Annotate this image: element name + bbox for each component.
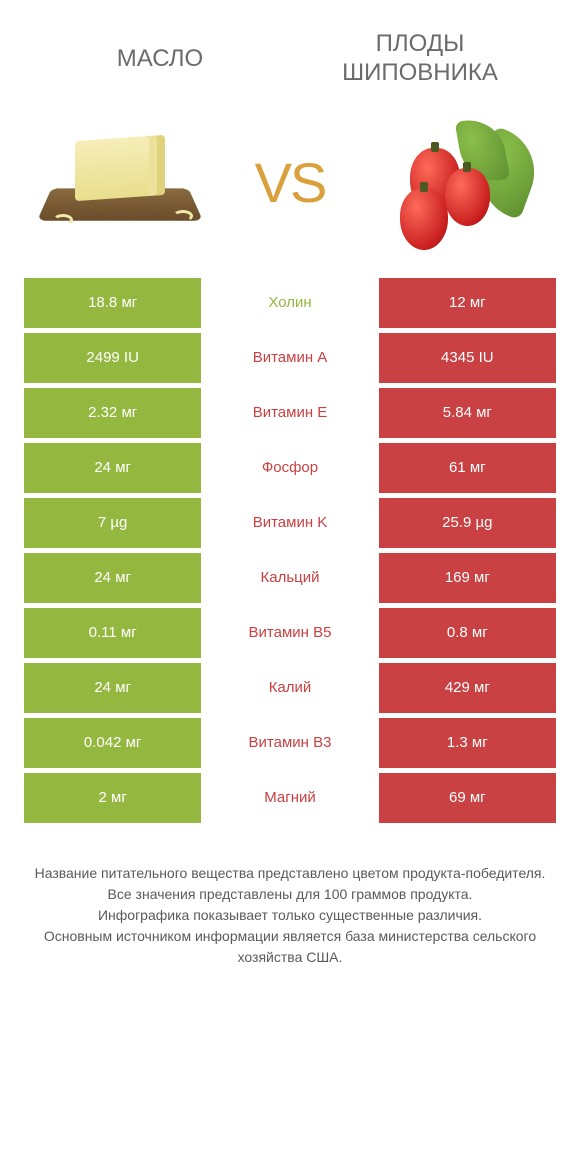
table-row: 2.32 мгВитамин E5.84 мг — [24, 388, 556, 438]
table-row: 24 мгКальций169 мг — [24, 553, 556, 603]
nutrient-label-cell: Холин — [201, 278, 378, 328]
right-value-cell: 169 мг — [379, 553, 556, 603]
right-value-cell: 429 мг — [379, 663, 556, 713]
nutrient-label-cell: Витамин B3 — [201, 718, 378, 768]
nutrient-label-cell: Фосфор — [201, 443, 378, 493]
table-row: 0.042 мгВитамин B31.3 мг — [24, 718, 556, 768]
right-title-line1: ПЛОДЫ — [376, 30, 465, 57]
right-title-line2: ШИПОВНИКА — [342, 59, 498, 86]
table-row: 2 мгМагний69 мг — [24, 773, 556, 823]
table-row: 18.8 мгХолин12 мг — [24, 278, 556, 328]
nutrient-label-cell: Витамин E — [201, 388, 378, 438]
right-value-cell: 5.84 мг — [379, 388, 556, 438]
right-value-cell: 25.9 µg — [379, 498, 556, 548]
footer-notes: Название питательного вещества представл… — [0, 828, 580, 968]
footer-line: Основным источником информации является … — [30, 926, 550, 968]
left-value-cell: 7 µg — [24, 498, 201, 548]
header-row: МАСЛО ПЛОДЫ ШИПОВНИКА — [0, 0, 580, 98]
nutrient-label-cell: Калий — [201, 663, 378, 713]
table-row: 7 µgВитамин K25.9 µg — [24, 498, 556, 548]
table-row: 0.11 мгВитамин B50.8 мг — [24, 608, 556, 658]
right-product-image — [370, 108, 550, 258]
table-row: 24 мгФосфор61 мг — [24, 443, 556, 493]
left-value-cell: 0.11 мг — [24, 608, 201, 658]
footer-line: Инфографика показывает только существенн… — [30, 905, 550, 926]
right-value-cell: 0.8 мг — [379, 608, 556, 658]
table-row: 2499 IUВитамин A4345 IU — [24, 333, 556, 383]
nutrient-label-cell: Витамин K — [201, 498, 378, 548]
footer-line: Все значения представлены для 100 граммо… — [30, 884, 550, 905]
comparison-table: 18.8 мгХолин12 мг2499 IUВитамин A4345 IU… — [0, 278, 580, 823]
left-product-image — [30, 108, 210, 258]
left-value-cell: 2499 IU — [24, 333, 201, 383]
right-value-cell: 69 мг — [379, 773, 556, 823]
left-value-cell: 24 мг — [24, 553, 201, 603]
nutrient-label-cell: Магний — [201, 773, 378, 823]
butter-icon — [45, 138, 195, 228]
right-value-cell: 4345 IU — [379, 333, 556, 383]
left-value-cell: 2.32 мг — [24, 388, 201, 438]
left-value-cell: 0.042 мг — [24, 718, 201, 768]
table-row: 24 мгКалий429 мг — [24, 663, 556, 713]
left-value-cell: 18.8 мг — [24, 278, 201, 328]
left-value-cell: 24 мг — [24, 443, 201, 493]
rosehip-icon — [385, 113, 535, 253]
left-value-cell: 24 мг — [24, 663, 201, 713]
nutrient-label-cell: Витамин B5 — [201, 608, 378, 658]
right-value-cell: 1.3 мг — [379, 718, 556, 768]
images-row: VS — [0, 98, 580, 278]
right-product-title: ПЛОДЫ ШИПОВНИКА — [290, 30, 550, 88]
footer-line: Название питательного вещества представл… — [30, 863, 550, 884]
nutrient-label-cell: Витамин A — [201, 333, 378, 383]
left-product-title: МАСЛО — [30, 30, 290, 74]
right-value-cell: 61 мг — [379, 443, 556, 493]
nutrient-label-cell: Кальций — [201, 553, 378, 603]
vs-label: VS — [255, 150, 326, 215]
right-value-cell: 12 мг — [379, 278, 556, 328]
left-value-cell: 2 мг — [24, 773, 201, 823]
